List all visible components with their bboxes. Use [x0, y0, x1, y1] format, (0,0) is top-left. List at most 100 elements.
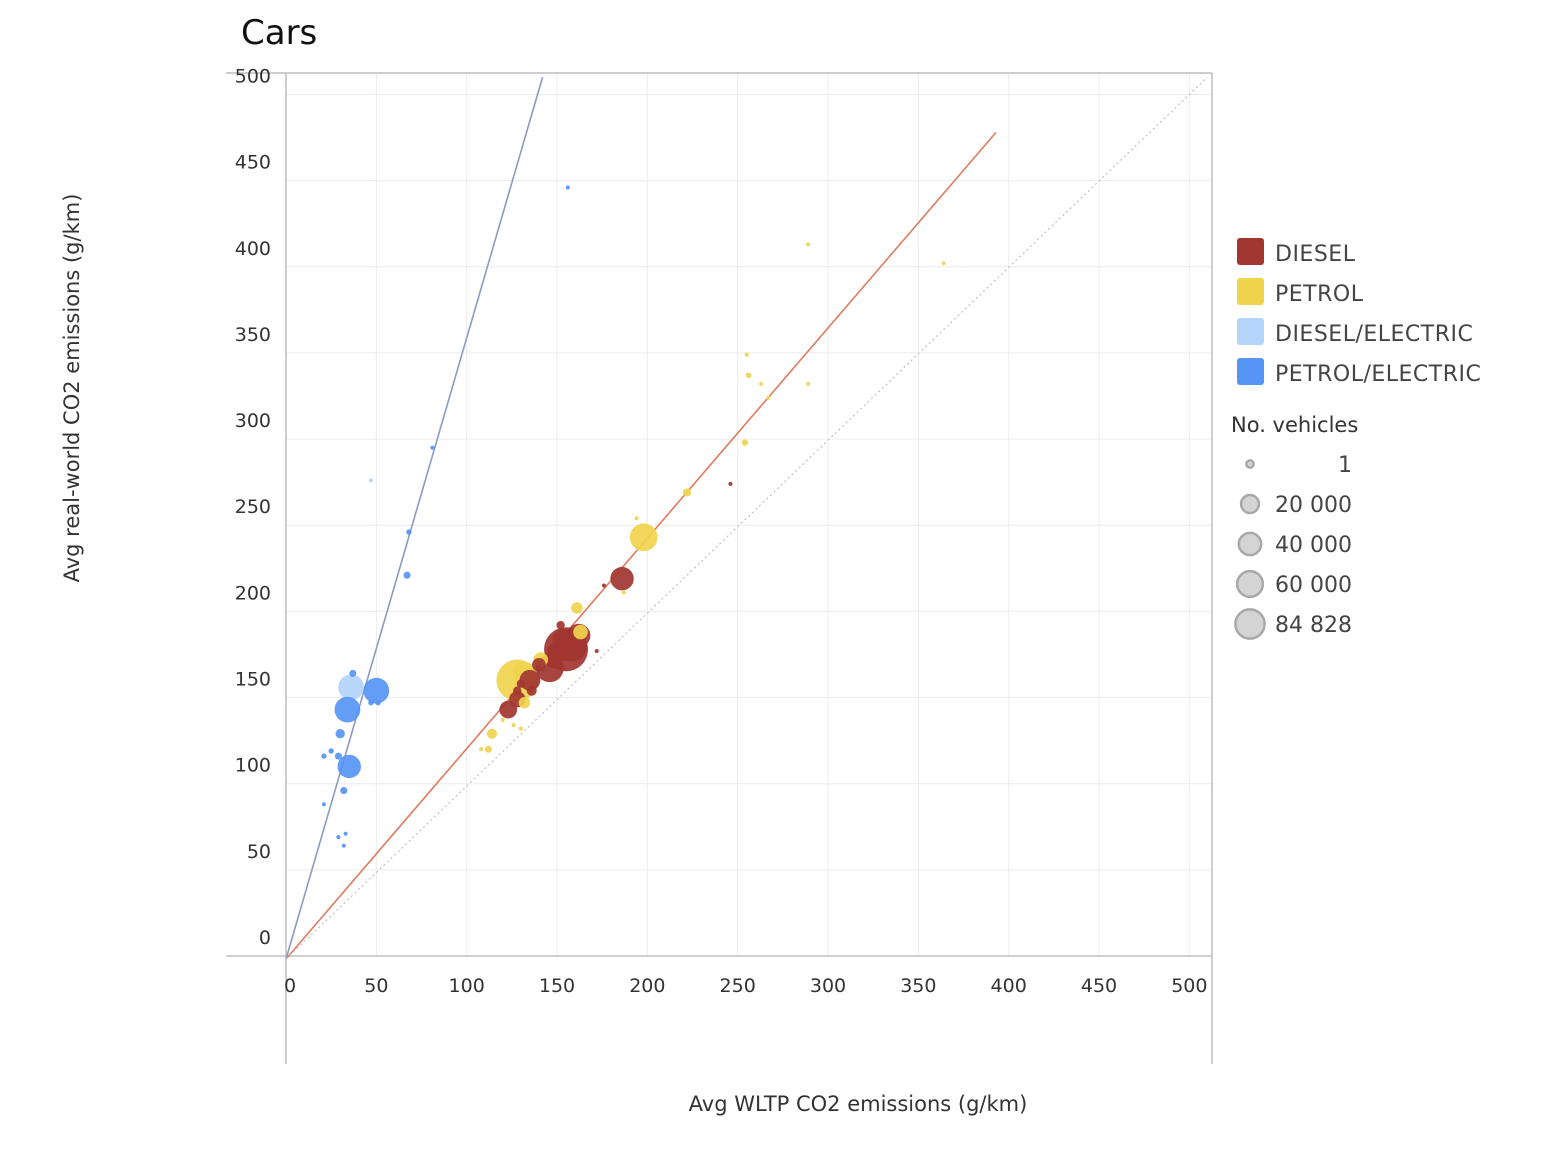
size-legend-circle: [1234, 608, 1266, 640]
size-legend-circle: [1235, 569, 1265, 599]
x-tick-label: 450: [1081, 975, 1117, 997]
point-petrol: [621, 590, 626, 595]
point-petrol: [759, 381, 764, 386]
size-legend-circle: [1245, 459, 1255, 469]
point-petrol: [629, 523, 658, 552]
point-diesel: [728, 481, 733, 486]
reference-line-2: [285, 76, 1208, 960]
point-petrol-electric: [334, 752, 342, 760]
point-petrol: [682, 488, 692, 497]
point-diesel: [610, 566, 634, 591]
point-petrol-electric: [375, 700, 381, 706]
legend-swatch: [1237, 278, 1264, 305]
legend-label: DIESEL/ELECTRIC: [1275, 322, 1473, 347]
reference-lines: [285, 76, 1208, 960]
y-tick-label: 150: [235, 669, 271, 691]
size-legend-circle: [1239, 493, 1261, 515]
y-tick-label: 0: [259, 927, 271, 949]
point-petrol-electric: [337, 754, 361, 779]
data-points: [321, 185, 946, 848]
reference-line-0: [285, 76, 544, 960]
y-tick-label: 450: [235, 152, 271, 174]
x-tick-label: 400: [991, 975, 1027, 997]
legend-swatch: [1237, 358, 1264, 385]
point-petrol: [573, 624, 588, 640]
point-petrol: [479, 747, 484, 752]
point-petrol-electric: [565, 185, 570, 190]
point-petrol-electric: [321, 753, 327, 759]
point-petrol: [745, 372, 752, 379]
legend-label: DIESEL: [1275, 242, 1356, 267]
point-petrol: [500, 717, 505, 723]
x-tick-label: 50: [364, 975, 388, 997]
point-petrol: [741, 439, 749, 446]
x-tick-label: 150: [539, 975, 575, 997]
point-diesel: [532, 657, 546, 672]
x-tick-label: 250: [720, 975, 756, 997]
point-petrol: [941, 261, 946, 266]
x-tick-label: 0: [284, 975, 296, 997]
point-petrol-electric: [430, 445, 435, 450]
point-petrol: [806, 242, 811, 247]
grid: [285, 73, 1212, 957]
point-diesel-electric: [338, 674, 364, 701]
point-petrol-electric: [340, 787, 348, 795]
point-petrol-electric: [321, 802, 327, 807]
point-petrol-electric: [334, 696, 361, 723]
y-tick-label: 400: [235, 238, 271, 260]
size-legend-label: 40 000: [1275, 533, 1352, 558]
size-legend-label: 1: [1338, 453, 1352, 478]
x-tick-label: 300: [810, 975, 846, 997]
point-diesel: [519, 669, 541, 691]
point-petrol: [518, 696, 531, 709]
point-petrol-electric: [328, 748, 334, 754]
legend-label: PETROL/ELECTRIC: [1275, 362, 1481, 387]
point-diesel: [526, 685, 537, 696]
point-petrol-electric: [343, 831, 348, 836]
point-petrol-electric: [335, 729, 345, 739]
point-petrol: [511, 723, 516, 728]
size-legend: 1 20 000 40 000 60 000 84 828: [1234, 453, 1352, 640]
y-tick-label: 250: [235, 496, 271, 518]
x-axis-title: Avg WLTP CO2 emissions (g/km): [689, 1092, 1028, 1116]
point-petrol: [806, 381, 811, 386]
x-axis-ticks: 0 50 100 150 200 250 300 350 400 450 500: [284, 975, 1208, 997]
y-tick-label: 300: [235, 410, 271, 432]
x-tick-label: 500: [1171, 975, 1207, 997]
y-tick-label: 500: [235, 65, 271, 87]
point-petrol-electric: [349, 669, 357, 677]
x-tick-label: 100: [449, 975, 485, 997]
y-tick-label: 200: [235, 582, 271, 604]
x-tick-label: 200: [629, 975, 665, 997]
point-petrol: [518, 726, 523, 731]
x-tick-label: 350: [900, 975, 936, 997]
y-tick-label: 350: [235, 324, 271, 346]
y-axis-ticks: 0 50 100 150 200 250 300 350 400 450 500: [235, 65, 271, 949]
point-petrol: [486, 728, 498, 739]
point-petrol-electric: [341, 843, 346, 848]
chart-title: Cars: [241, 13, 317, 53]
point-petrol: [744, 352, 749, 357]
point-petrol-electric: [336, 835, 341, 840]
point-diesel: [601, 583, 607, 588]
size-legend-label: 60 000: [1275, 573, 1352, 598]
point-diesel: [513, 686, 522, 695]
size-legend-circle: [1237, 531, 1263, 557]
series-legend: DIESEL PETROL DIESEL/ELECTRIC PETROL/ELECTR…: [1237, 238, 1481, 387]
plot-frame: [226, 72, 1213, 1064]
point-diesel: [594, 648, 599, 654]
point-petrol: [571, 602, 583, 614]
legend-label: PETROL: [1275, 282, 1364, 307]
point-petrol: [484, 745, 492, 753]
y-tick-label: 50: [247, 841, 271, 863]
y-axis-title: Avg real-world CO2 emissions (g/km): [60, 194, 84, 583]
legend-swatch: [1237, 318, 1264, 345]
size-legend-title: No. vehicles: [1231, 413, 1358, 437]
point-diesel-electric: [368, 478, 373, 483]
point-petrol: [766, 395, 771, 400]
point-petrol-electric: [363, 677, 390, 704]
size-legend-label: 20 000: [1275, 493, 1352, 518]
y-tick-label: 100: [235, 755, 271, 777]
point-diesel: [516, 679, 526, 688]
